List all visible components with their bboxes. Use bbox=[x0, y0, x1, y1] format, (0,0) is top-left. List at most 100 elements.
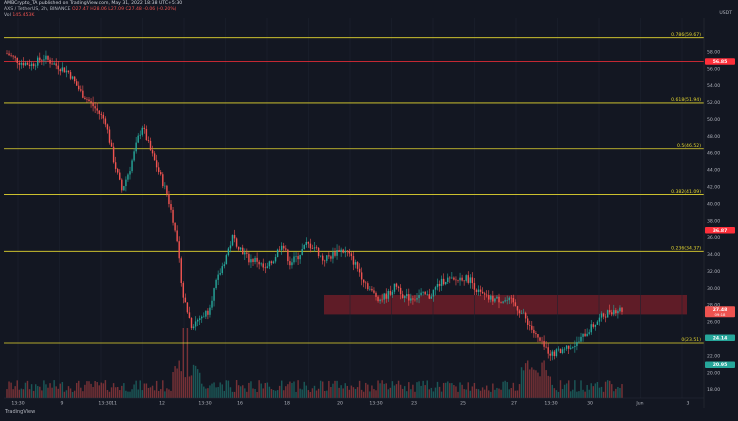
volume-bar bbox=[86, 381, 88, 398]
candle-down bbox=[615, 310, 617, 314]
candle-up bbox=[551, 351, 554, 356]
price-badge-label: 36.87 bbox=[713, 228, 728, 234]
volume-bar bbox=[408, 382, 410, 398]
volume-bar bbox=[389, 387, 392, 398]
volume-bar bbox=[80, 387, 82, 398]
volume-bar bbox=[533, 369, 535, 398]
candle-down bbox=[92, 102, 94, 107]
volume-bar bbox=[6, 389, 8, 398]
volume-bar bbox=[244, 388, 246, 398]
volume-bar bbox=[49, 383, 51, 398]
volume-bar bbox=[572, 389, 574, 398]
volume-bar bbox=[45, 384, 47, 398]
candle-down bbox=[289, 261, 291, 266]
candle-up bbox=[451, 277, 453, 279]
volume-bar bbox=[504, 380, 506, 398]
candle-up bbox=[393, 283, 396, 292]
volume-bar bbox=[313, 385, 316, 398]
volume-bar bbox=[61, 382, 64, 398]
volume-bar bbox=[447, 381, 449, 398]
volume-bar bbox=[438, 386, 441, 398]
volume-bar bbox=[41, 390, 43, 398]
volume-bar bbox=[461, 384, 463, 398]
candle-up bbox=[570, 347, 572, 349]
candle-up bbox=[422, 291, 424, 293]
volume-bar bbox=[274, 390, 277, 398]
fib-level-label: 0.236(34.37) bbox=[671, 246, 701, 252]
volume-bar bbox=[256, 391, 258, 398]
candle-up bbox=[344, 250, 346, 253]
candle-down bbox=[483, 293, 486, 295]
candle-down bbox=[389, 290, 392, 295]
candle-up bbox=[34, 65, 37, 67]
price-tick-label: 56.00 bbox=[707, 66, 720, 72]
candle-up bbox=[332, 252, 334, 259]
volume-bar bbox=[406, 391, 408, 398]
candle-down bbox=[147, 140, 150, 141]
candle-up bbox=[600, 313, 603, 318]
candle-down bbox=[514, 302, 517, 307]
candle-up bbox=[436, 284, 439, 288]
volume-bar bbox=[125, 390, 127, 398]
volume-bar bbox=[131, 389, 133, 398]
volume-bar bbox=[90, 383, 92, 398]
volume-bar bbox=[59, 383, 62, 398]
price-tick-label: 44.00 bbox=[707, 168, 720, 174]
fib-level-label: 0.382(41.09) bbox=[671, 189, 701, 195]
candle-down bbox=[461, 277, 463, 281]
candle-down bbox=[481, 291, 484, 294]
volume-bar bbox=[537, 372, 539, 398]
candle-up bbox=[447, 277, 449, 282]
volume-bar bbox=[338, 387, 340, 398]
volume-bar bbox=[529, 369, 531, 398]
candle-down bbox=[184, 297, 187, 303]
volume-bar bbox=[613, 391, 615, 398]
volume-bar bbox=[324, 391, 326, 398]
candle-up bbox=[192, 326, 195, 329]
volume-bar bbox=[98, 385, 100, 398]
volume-bar bbox=[219, 382, 221, 398]
candle-up bbox=[502, 301, 504, 303]
candle-up bbox=[590, 324, 592, 333]
candle-down bbox=[371, 288, 373, 291]
volume-bar bbox=[280, 380, 283, 398]
candle-up bbox=[582, 333, 584, 337]
volume-bar bbox=[82, 391, 84, 398]
volume-bar bbox=[479, 390, 482, 398]
candle-down bbox=[182, 283, 185, 298]
candle-down bbox=[143, 127, 146, 130]
candle-down bbox=[32, 63, 35, 67]
candle-down bbox=[442, 278, 445, 285]
candle-down bbox=[174, 222, 176, 231]
candle-down bbox=[549, 353, 551, 356]
volume-bar bbox=[336, 380, 338, 398]
candle-up bbox=[383, 293, 385, 300]
volume-bar bbox=[143, 383, 146, 398]
candle-up bbox=[494, 298, 496, 302]
candle-up bbox=[198, 318, 201, 320]
volume-bar bbox=[455, 386, 457, 398]
volume-bar bbox=[192, 364, 195, 398]
candle-down bbox=[473, 283, 476, 290]
candle-down bbox=[334, 252, 336, 256]
candle-down bbox=[479, 289, 482, 292]
candle-down bbox=[57, 65, 59, 70]
candle-up bbox=[209, 307, 211, 315]
volume-bar bbox=[459, 382, 461, 398]
volume-bar bbox=[250, 381, 252, 398]
candle-down bbox=[18, 62, 21, 65]
candle-up bbox=[387, 290, 390, 299]
volume-bar bbox=[213, 382, 215, 398]
candle-down bbox=[475, 289, 478, 292]
volume-bar bbox=[430, 387, 433, 398]
volume-bar bbox=[266, 382, 269, 398]
candle-down bbox=[256, 257, 258, 262]
candle-down bbox=[449, 277, 451, 279]
volume-bar bbox=[467, 382, 469, 398]
volume-bar bbox=[344, 383, 346, 398]
candle-down bbox=[397, 286, 400, 288]
candle-down bbox=[106, 124, 109, 130]
candle-down bbox=[246, 252, 248, 254]
